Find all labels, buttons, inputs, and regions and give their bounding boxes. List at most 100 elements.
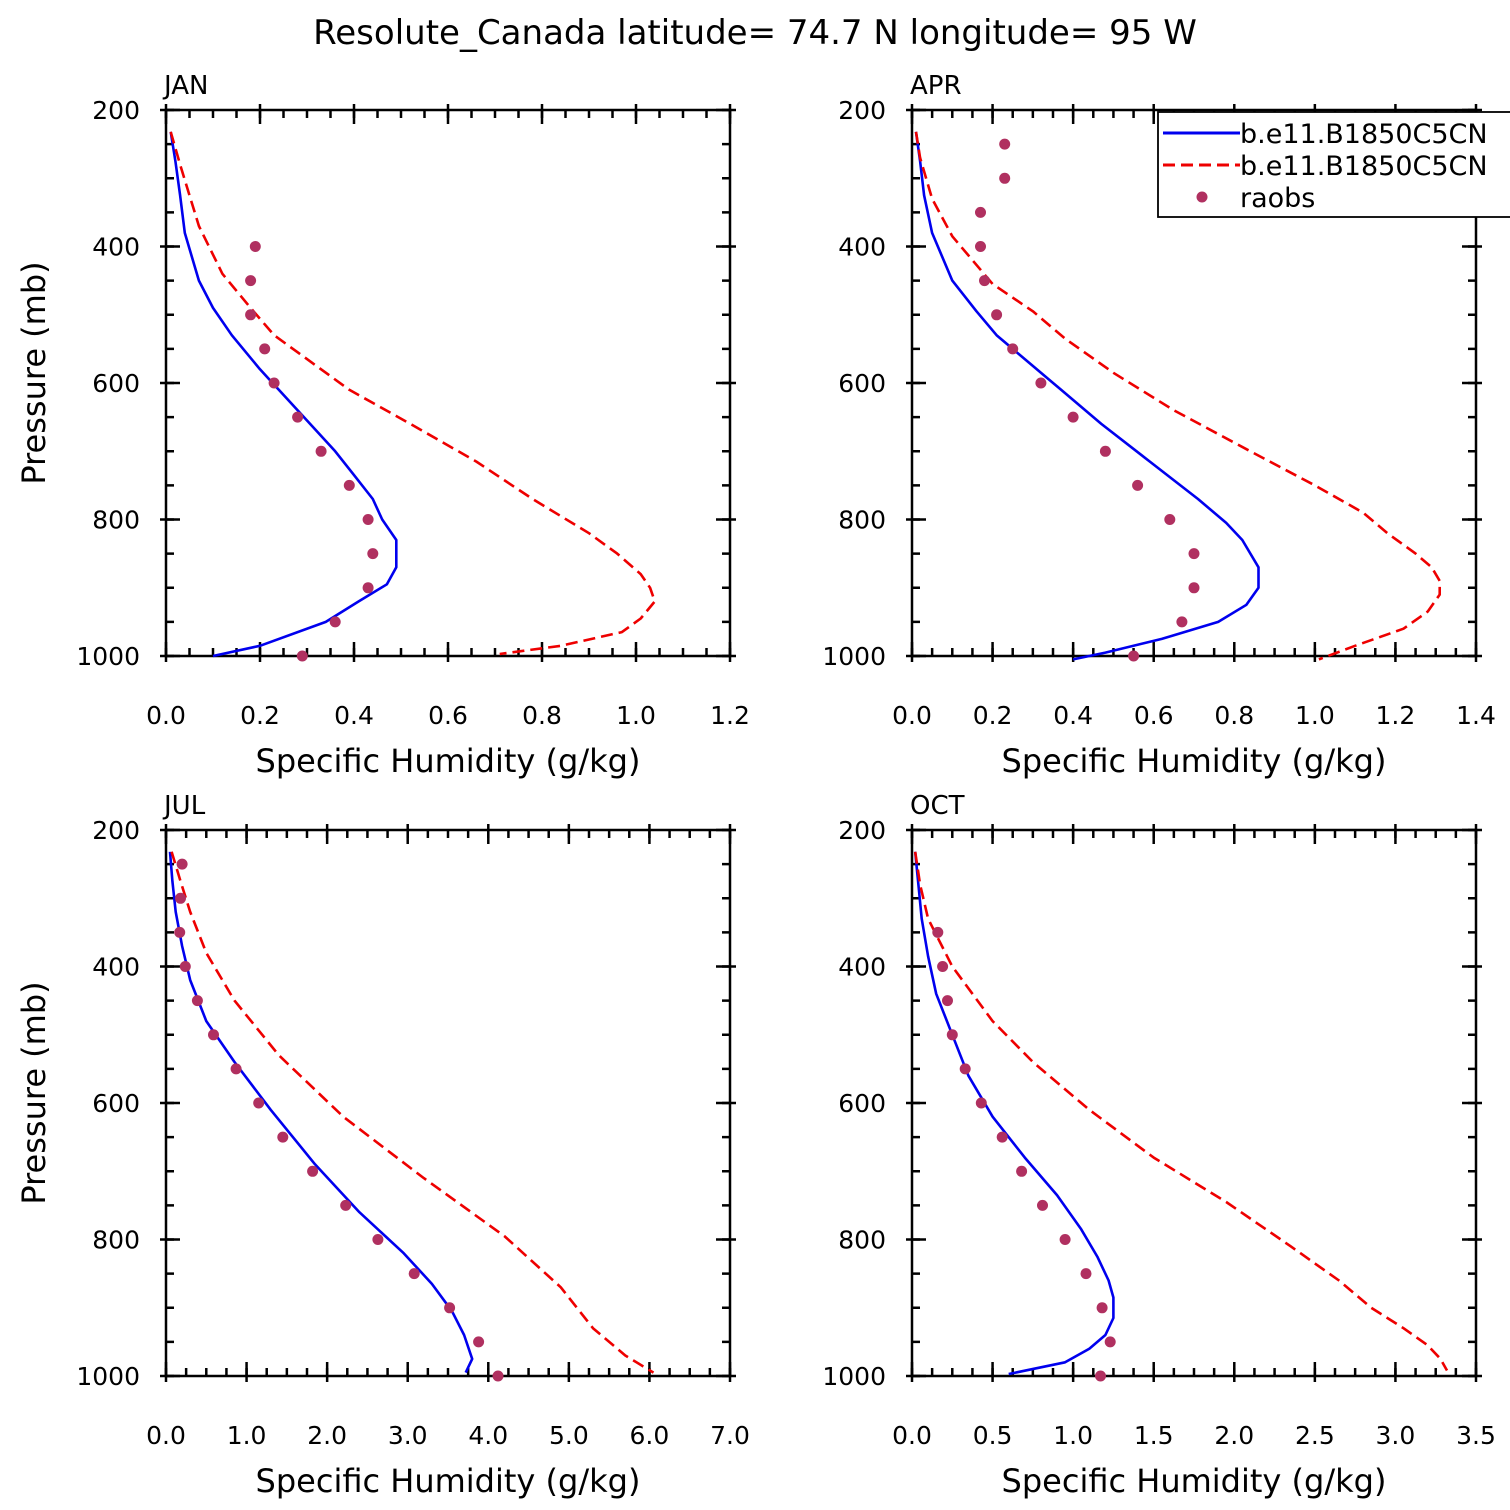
raobs-point [937, 961, 949, 972]
x-tick-label: 3.0 [1376, 1421, 1416, 1450]
raobs-point [367, 548, 379, 560]
y-tick-label: 1000 [822, 1362, 886, 1391]
y-axis-label: Pressure (mb) [15, 261, 53, 484]
raobs-point [340, 1199, 352, 1211]
raobs-point [1104, 1336, 1116, 1348]
raobs-point [1176, 616, 1188, 628]
raobs-point [975, 206, 986, 218]
figure-title: Resolute_Canada latitude= 74.7 N longitu… [313, 13, 1197, 53]
x-tick-label: 1.4 [1456, 701, 1496, 730]
y-tick-label: 200 [92, 96, 140, 125]
raobs-point [277, 1131, 289, 1143]
y-tick-label: 800 [838, 506, 886, 535]
raobs-point [292, 411, 304, 423]
plot-frame-jul [164, 828, 732, 1378]
raobs-point [959, 1063, 971, 1075]
series-dashed-jul [170, 851, 655, 1374]
raobs-point [1099, 445, 1111, 457]
raobs-point [329, 616, 341, 628]
raobs-point [1059, 1234, 1071, 1245]
raobs-point [175, 892, 186, 904]
raobs-point [1128, 650, 1140, 662]
y-tick-label: 800 [92, 1226, 140, 1255]
panel-title-apr: APR [910, 71, 962, 101]
x-tick-label: 2.0 [1214, 1421, 1254, 1450]
raobs-point [249, 241, 261, 252]
raobs-point [1016, 1165, 1028, 1177]
y-tick-label: 600 [838, 369, 886, 398]
legend-label-model-a: b.e11.B1850C5CN [1240, 119, 1488, 150]
raobs-point [1035, 377, 1047, 389]
x-tick-label: 0.6 [428, 701, 468, 730]
x-tick-label: 1.0 [1295, 701, 1335, 730]
raobs-point [191, 995, 203, 1007]
x-tick-label: 0.4 [334, 701, 374, 730]
raobs-point [1188, 548, 1200, 560]
raobs-point [408, 1268, 420, 1280]
panel-title-jan: JAN [162, 71, 208, 101]
raobs-point [176, 858, 188, 870]
raobs-point [1007, 343, 1019, 355]
raobs-point [444, 1302, 456, 1314]
raobs-point [991, 309, 1003, 321]
raobs-point [1164, 514, 1176, 525]
raobs-point [1188, 582, 1200, 594]
panel-jul: 0.0 1.0 2.0 3.0 4.0 5.0 6.0 7.0 200 400 600 800 1000… [15, 791, 750, 1500]
y-tick-label: 400 [92, 953, 140, 982]
x-tick-label: 3.5 [1456, 1421, 1496, 1450]
x-tick-label: 0.2 [240, 701, 280, 730]
y-tick-label: 1000 [76, 642, 140, 671]
raobs-point [268, 377, 280, 389]
raobs-point [174, 926, 186, 938]
y-tick-label: 200 [838, 96, 886, 125]
raobs-point [208, 1029, 219, 1041]
raobs-point [343, 479, 355, 491]
x-tick-label: 1.0 [227, 1421, 267, 1450]
x-tick-label: 0.2 [973, 701, 1013, 730]
x-tick-label: 6.0 [630, 1421, 670, 1450]
legend-label-model-b: b.e11.B1850C5CN [1240, 151, 1488, 182]
raobs-point [979, 275, 990, 287]
x-tick-label: 2.0 [307, 1421, 347, 1450]
panel-title-oct: OCT [910, 791, 965, 821]
raobs-point [999, 172, 1011, 184]
x-tick-label: 4.0 [468, 1421, 508, 1450]
series-solid-apr [914, 131, 1260, 661]
legend-label-raobs: raobs [1240, 183, 1315, 214]
x-tick-label: 1.0 [616, 701, 656, 730]
raobs-point [259, 343, 271, 355]
raobs-point [996, 1131, 1008, 1143]
raobs-point [307, 1165, 319, 1177]
raobs-point [975, 1097, 987, 1109]
x-tick-label: 0.0 [892, 701, 932, 730]
y-tick-label: 600 [838, 1089, 886, 1118]
raobs-point [245, 275, 257, 287]
raobs-point [975, 241, 986, 252]
raobs-point [942, 995, 953, 1007]
raobs-point [1080, 1268, 1092, 1280]
y-tick-label: 400 [92, 233, 140, 262]
y-tick-label: 400 [838, 953, 886, 982]
x-tick-label: 0.4 [1053, 701, 1093, 730]
y-tick-label: 1000 [822, 642, 886, 671]
x-tick-label: 0.0 [146, 701, 186, 730]
raobs-point [296, 650, 308, 662]
legend-box [1157, 111, 1510, 218]
x-tick-label: 5.0 [549, 1421, 589, 1450]
y-tick-label: 200 [92, 816, 140, 845]
x-tick-label: 0.5 [973, 1421, 1013, 1450]
raobs-point [1037, 1199, 1048, 1211]
panel-apr: 0.0 0.2 0.4 0.6 0.8 1.0 1.2 1.4 200 400 600 800 1000… [822, 71, 1496, 780]
raobs-point [1095, 1370, 1106, 1382]
y-tick-label: 200 [838, 816, 886, 845]
x-tick-label: 1.2 [1376, 701, 1416, 730]
y-tick-label: 400 [838, 233, 886, 262]
y-tick-label: 1000 [76, 1362, 140, 1391]
raobs-point [372, 1234, 384, 1245]
y-tick-label: 800 [92, 506, 140, 535]
series-dashed-oct [913, 851, 1449, 1372]
legend: b.e11.B1850C5CN b.e11.B1850C5CN raobs [1157, 111, 1510, 218]
panel-title-jul: JUL [162, 791, 206, 821]
series-solid-jan [169, 131, 398, 658]
